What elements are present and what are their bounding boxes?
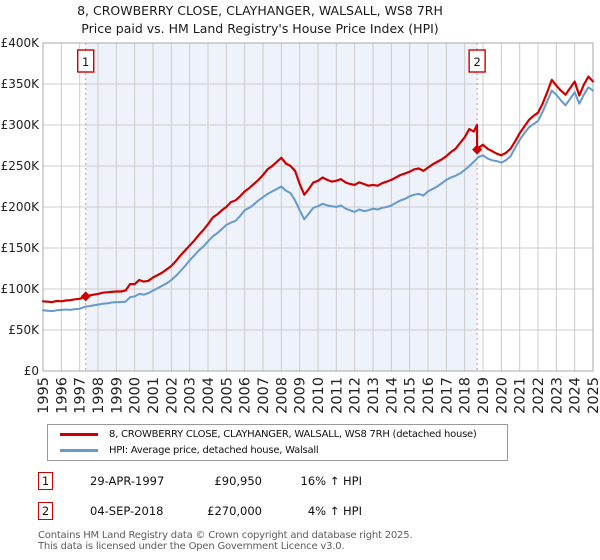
svg-text:£100K: £100K [1, 282, 41, 296]
svg-text:1995: 1995 [36, 377, 52, 414]
sale-row-1: 1 29-APR-1997 £90,950 16% ↑ HPI [38, 472, 578, 492]
svg-text:2002: 2002 [164, 377, 180, 414]
svg-text:£0: £0 [24, 364, 39, 378]
sale-1-label-box [77, 49, 95, 73]
legend: 8, CROWBERRY CLOSE, CLAYHANGER, WALSALL,… [47, 424, 508, 461]
svg-text:2004: 2004 [201, 377, 217, 414]
svg-text:2014: 2014 [384, 377, 400, 414]
svg-text:2003: 2003 [183, 377, 199, 414]
svg-text:£400K: £400K [1, 36, 41, 50]
svg-text:£300K: £300K [1, 118, 41, 132]
svg-text:£50K: £50K [8, 323, 40, 337]
footer-line-1: Contains HM Land Registry data © Crown c… [38, 530, 413, 541]
page-title: 8, CROWBERRY CLOSE, CLAYHANGER, WALSALL,… [77, 3, 443, 18]
svg-text:2020: 2020 [494, 377, 510, 414]
svg-text:2010: 2010 [311, 377, 327, 414]
svg-text:1998: 1998 [91, 377, 107, 414]
svg-text:2017: 2017 [439, 377, 455, 414]
svg-text:2018: 2018 [458, 377, 474, 414]
series-line-hpi [42, 86, 594, 313]
license-footer: Contains HM Land Registry data © Crown c… [38, 530, 598, 552]
svg-text:2022: 2022 [531, 377, 547, 414]
svg-text:2: 2 [473, 55, 480, 69]
property-line-swatch [60, 433, 98, 436]
sale-1-hpi-diff: 16% ↑ HPI [300, 474, 362, 488]
svg-text:2001: 2001 [146, 377, 162, 414]
page-subtitle: Price paid vs. HM Land Registry's House … [81, 21, 439, 36]
svg-text:1999: 1999 [109, 377, 125, 414]
series-lines [41, 75, 595, 313]
svg-text:2009: 2009 [293, 377, 309, 414]
sale-1-date: 29-APR-1997 [90, 474, 165, 488]
legend-item-hpi: HPI: Average price, detached house, Wals… [48, 443, 507, 459]
svg-text:£200K: £200K [1, 200, 41, 214]
svg-text:1: 1 [82, 55, 89, 69]
sale-2-diamond-marker [472, 144, 483, 155]
svg-text:2015: 2015 [403, 377, 419, 414]
legend-label-property: 8, CROWBERRY CLOSE, CLAYHANGER, WALSALL,… [109, 429, 477, 440]
svg-text:2016: 2016 [421, 377, 437, 414]
svg-text:1997: 1997 [73, 377, 89, 414]
sale-2-price: £270,000 [207, 504, 262, 518]
sale-row-2: 2 04-SEP-2018 £270,000 4% ↑ HPI [38, 502, 578, 522]
svg-text:2019: 2019 [476, 377, 492, 414]
legend-item-property: 8, CROWBERRY CLOSE, CLAYHANGER, WALSALL,… [48, 427, 507, 443]
svg-text:2021: 2021 [513, 377, 529, 414]
plot-border [42, 42, 594, 372]
svg-text:2025: 2025 [586, 377, 600, 414]
sale-2-number-badge: 2 [38, 502, 53, 520]
svg-text:2013: 2013 [366, 377, 382, 414]
sale-2-date: 04-SEP-2018 [90, 504, 164, 518]
sale-1-price: £90,950 [214, 474, 262, 488]
hpi-line-swatch [60, 449, 98, 452]
sale-2-label-box [468, 49, 486, 73]
svg-text:1996: 1996 [54, 377, 70, 414]
svg-text:£150K: £150K [1, 241, 41, 255]
svg-text:£250K: £250K [1, 159, 41, 173]
legend-label-hpi: HPI: Average price, detached house, Wals… [109, 445, 319, 456]
svg-text:2024: 2024 [568, 377, 584, 414]
svg-text:2006: 2006 [238, 377, 254, 414]
sale-1-diamond-marker [80, 291, 91, 302]
sale-1-number-badge: 1 [38, 472, 53, 490]
svg-text:2011: 2011 [329, 377, 345, 414]
svg-text:£350K: £350K [1, 77, 41, 91]
footer-line-2: This data is licensed under the Open Gov… [38, 541, 345, 552]
svg-text:2007: 2007 [256, 377, 272, 414]
axis-tick-labels: £0 £50K £100K £150K £200K £250K £300K £350K £400… [1, 36, 600, 414]
svg-text:2008: 2008 [274, 377, 290, 414]
sale-2-hpi-diff: 4% ↑ HPI [307, 504, 362, 518]
svg-text:2023: 2023 [549, 377, 565, 414]
svg-text:2000: 2000 [128, 377, 144, 414]
series-line-property [41, 75, 595, 304]
svg-text:2005: 2005 [219, 377, 235, 414]
svg-text:2012: 2012 [348, 377, 364, 414]
